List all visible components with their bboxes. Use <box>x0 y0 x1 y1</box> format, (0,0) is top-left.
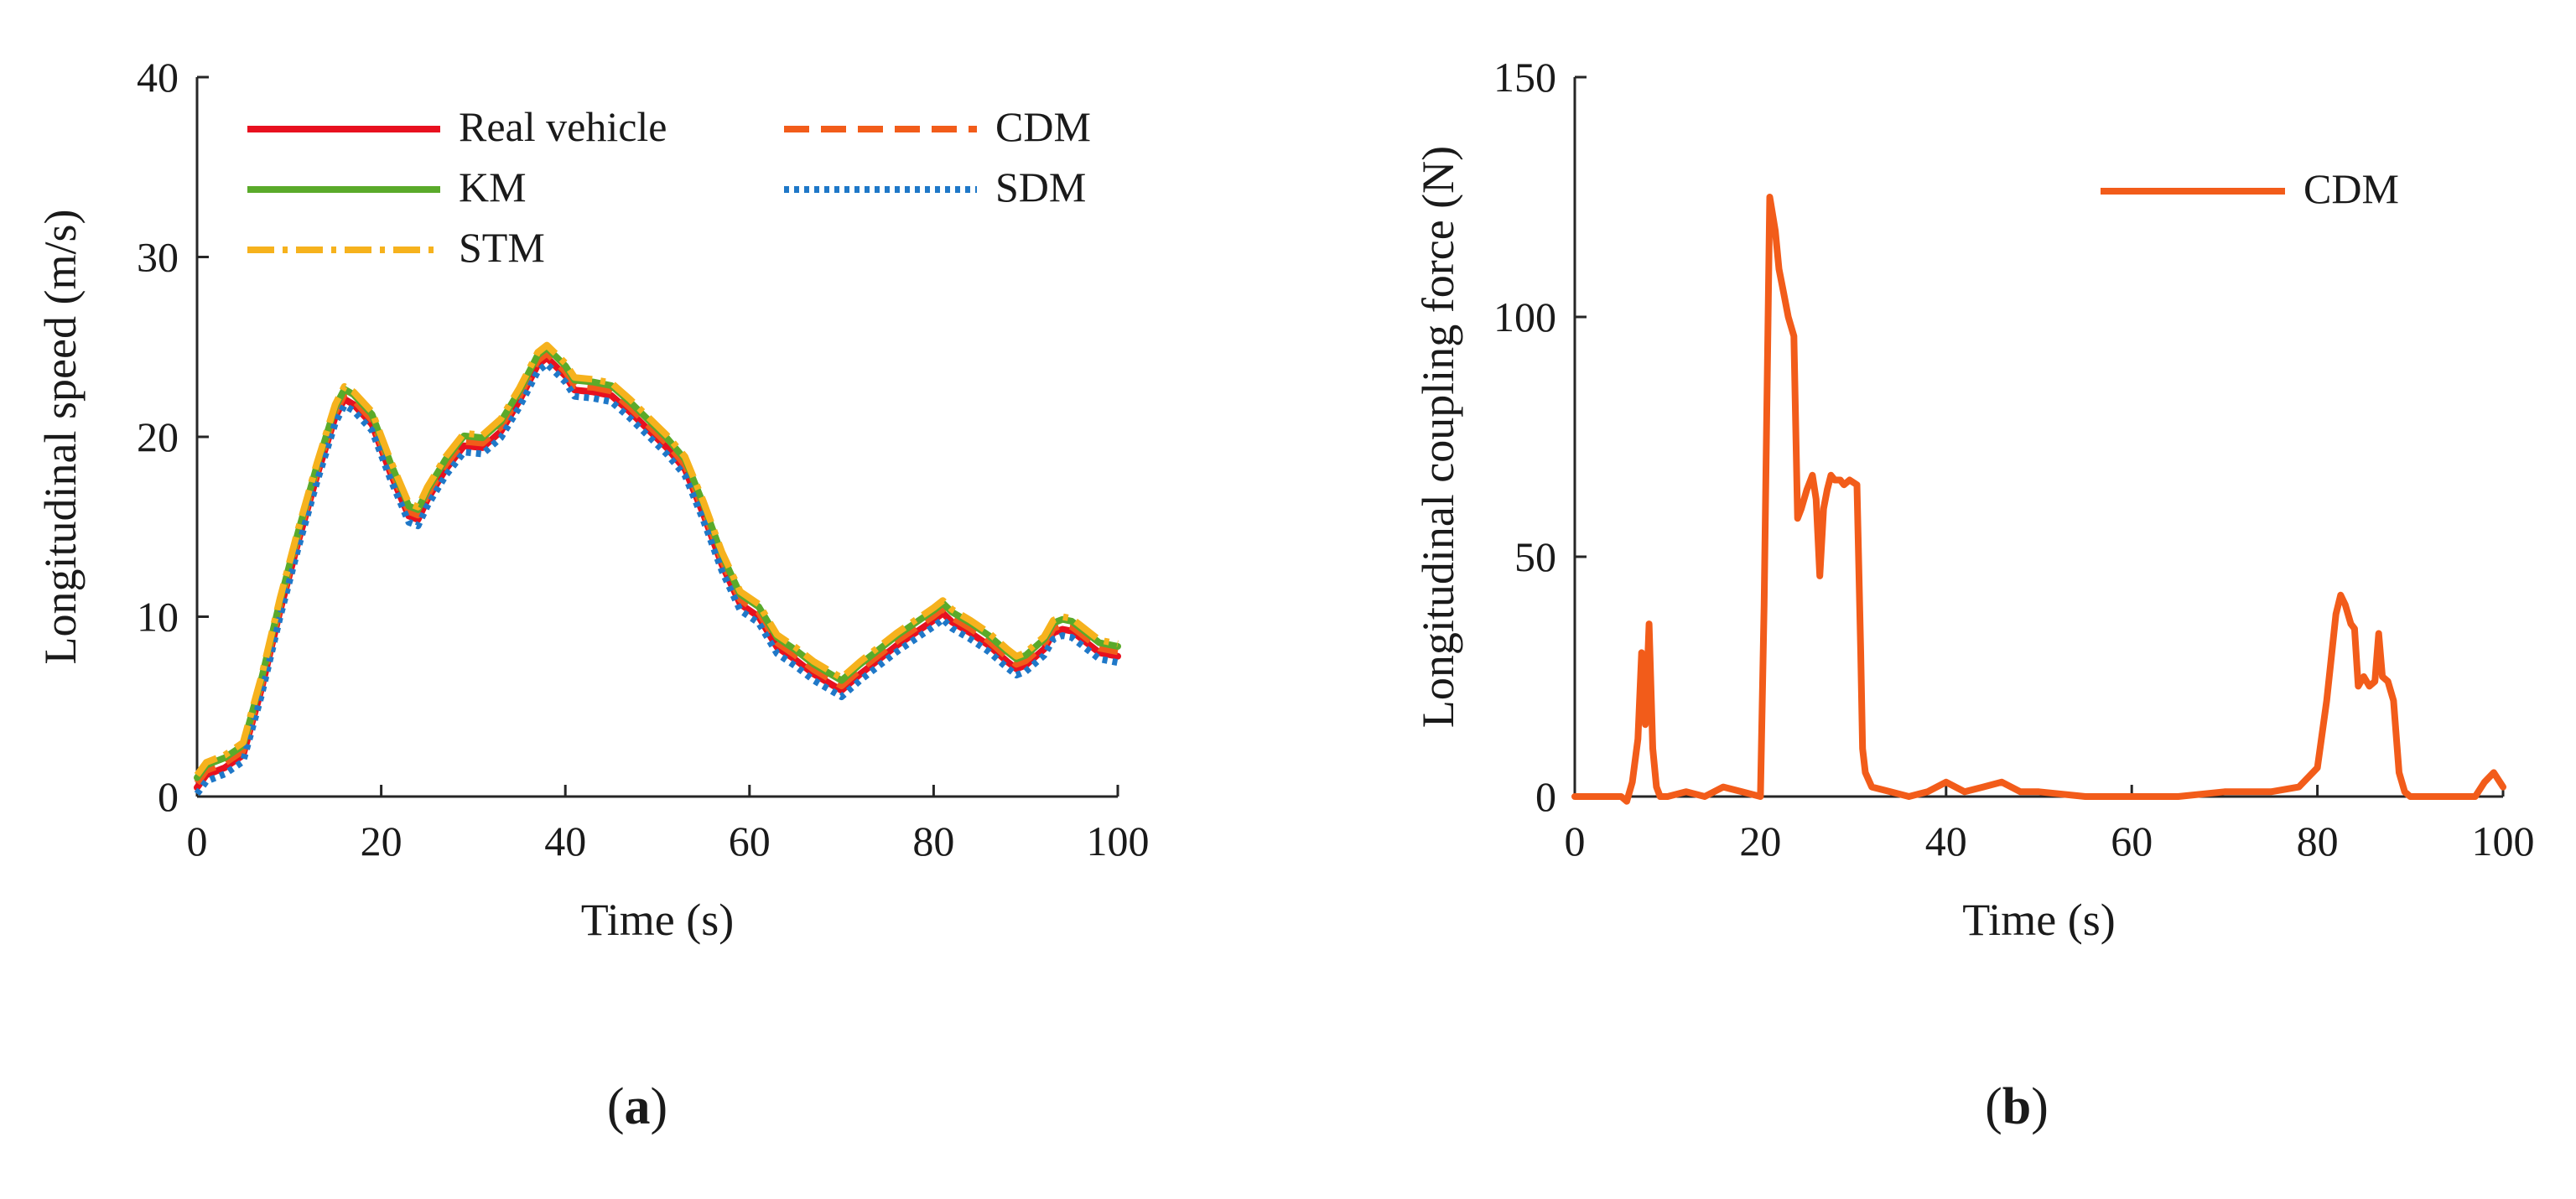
caption-b: (b) <box>1985 1078 2049 1135</box>
panel-a-y-axis-label: Longitudinal speed (m/s) <box>35 210 86 665</box>
panel-b-y-tick-label: 50 <box>1514 533 1556 580</box>
caption-a-letter: a <box>625 1078 651 1135</box>
panel-b-y-tick-label: 100 <box>1493 293 1556 340</box>
panel-b-x-tick-label: 100 <box>2472 818 2535 864</box>
panel-a-legend-label-sdm: SDM <box>995 164 1086 210</box>
panel-a-legend-label-real-vehicle: Real vehicle <box>459 103 667 150</box>
panel-b-x-tick-label: 20 <box>1739 818 1781 864</box>
panel-a-series-stm <box>194 341 1119 777</box>
panel-b-x-axis-label: Time (s) <box>1962 895 2116 945</box>
panel-a-x-tick-label: 40 <box>544 818 586 864</box>
caption-b-letter: b <box>2002 1078 2031 1135</box>
panel-a-y-tick-label: 40 <box>137 54 179 101</box>
panel-a-x-tick-label: 60 <box>729 818 771 864</box>
panel-a-y-tick-label: 20 <box>137 413 179 460</box>
panel-b-y-axis-label: Longitudinal coupling force (N) <box>1413 146 1463 728</box>
panel-b-y-tick-label: 0 <box>1535 773 1556 820</box>
panel-a-x-tick-label: 80 <box>912 818 954 864</box>
panel-b-series-cdm <box>1571 194 2506 805</box>
caption-a: (a) <box>607 1078 667 1135</box>
chart-panel-a: 0 20 40 60 80 100 0 10 20 30 40 Time (s) Longitudina… <box>35 54 1150 945</box>
panel-b-y-tick-label: 150 <box>1493 54 1556 101</box>
panel-a-series-km <box>194 344 1121 781</box>
panel-a-legend-label-km: KM <box>459 164 527 210</box>
panel-a-series-cdm <box>194 350 1119 786</box>
panel-b-x-tick-label: 40 <box>1925 818 1967 864</box>
panel-a-series-sdm <box>194 361 1119 797</box>
panel-a-x-axis-label: Time (s) <box>581 895 735 945</box>
panel-a-x-tick-label: 20 <box>361 818 402 864</box>
panel-a-y-tick-label: 30 <box>137 234 179 281</box>
panel-a-x-tick-label: 100 <box>1087 818 1150 864</box>
panel-b-x-tick-label: 80 <box>2297 818 2339 864</box>
panel-a-y-tick-label: 10 <box>137 594 179 641</box>
panel-a-legend-label-cdm: CDM <box>995 103 1091 150</box>
panel-a-legend-label-stm: STM <box>459 224 545 271</box>
panel-b-x-tick-label: 0 <box>1565 818 1586 864</box>
chart-panel-b: 0 20 40 60 80 100 0 50 100 150 Time (s) Longitudina… <box>1413 54 2535 945</box>
panel-b-legend-label-cdm: CDM <box>2303 165 2399 212</box>
panel-a-y-tick-label: 0 <box>158 773 179 820</box>
panel-b-x-tick-label: 60 <box>2111 818 2153 864</box>
panel-a-x-tick-label: 0 <box>187 818 208 864</box>
